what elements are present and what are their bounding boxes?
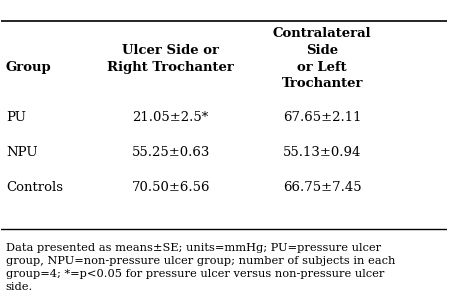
Text: 70.50±6.56: 70.50±6.56 xyxy=(131,181,210,194)
Text: 67.65±2.11: 67.65±2.11 xyxy=(283,111,361,124)
Text: Side: Side xyxy=(306,44,338,57)
Text: Controls: Controls xyxy=(6,181,63,194)
Text: Trochanter: Trochanter xyxy=(282,77,363,90)
Text: 55.25±0.63: 55.25±0.63 xyxy=(131,146,210,159)
Text: 66.75±7.45: 66.75±7.45 xyxy=(283,181,362,194)
Text: 55.13±0.94: 55.13±0.94 xyxy=(283,146,361,159)
Text: or Left: or Left xyxy=(297,60,347,74)
Text: Right Trochanter: Right Trochanter xyxy=(107,60,234,74)
Text: Ulcer Side or: Ulcer Side or xyxy=(122,44,219,57)
Text: NPU: NPU xyxy=(6,146,37,159)
Text: Data presented as means±SE; units=mmHg; PU=pressure ulcer
group, NPU=non-pressur: Data presented as means±SE; units=mmHg; … xyxy=(6,242,395,292)
Text: Group: Group xyxy=(6,60,52,74)
Text: PU: PU xyxy=(6,111,26,124)
Text: 21.05±2.5*: 21.05±2.5* xyxy=(133,111,209,124)
Text: Contralateral: Contralateral xyxy=(273,27,372,40)
